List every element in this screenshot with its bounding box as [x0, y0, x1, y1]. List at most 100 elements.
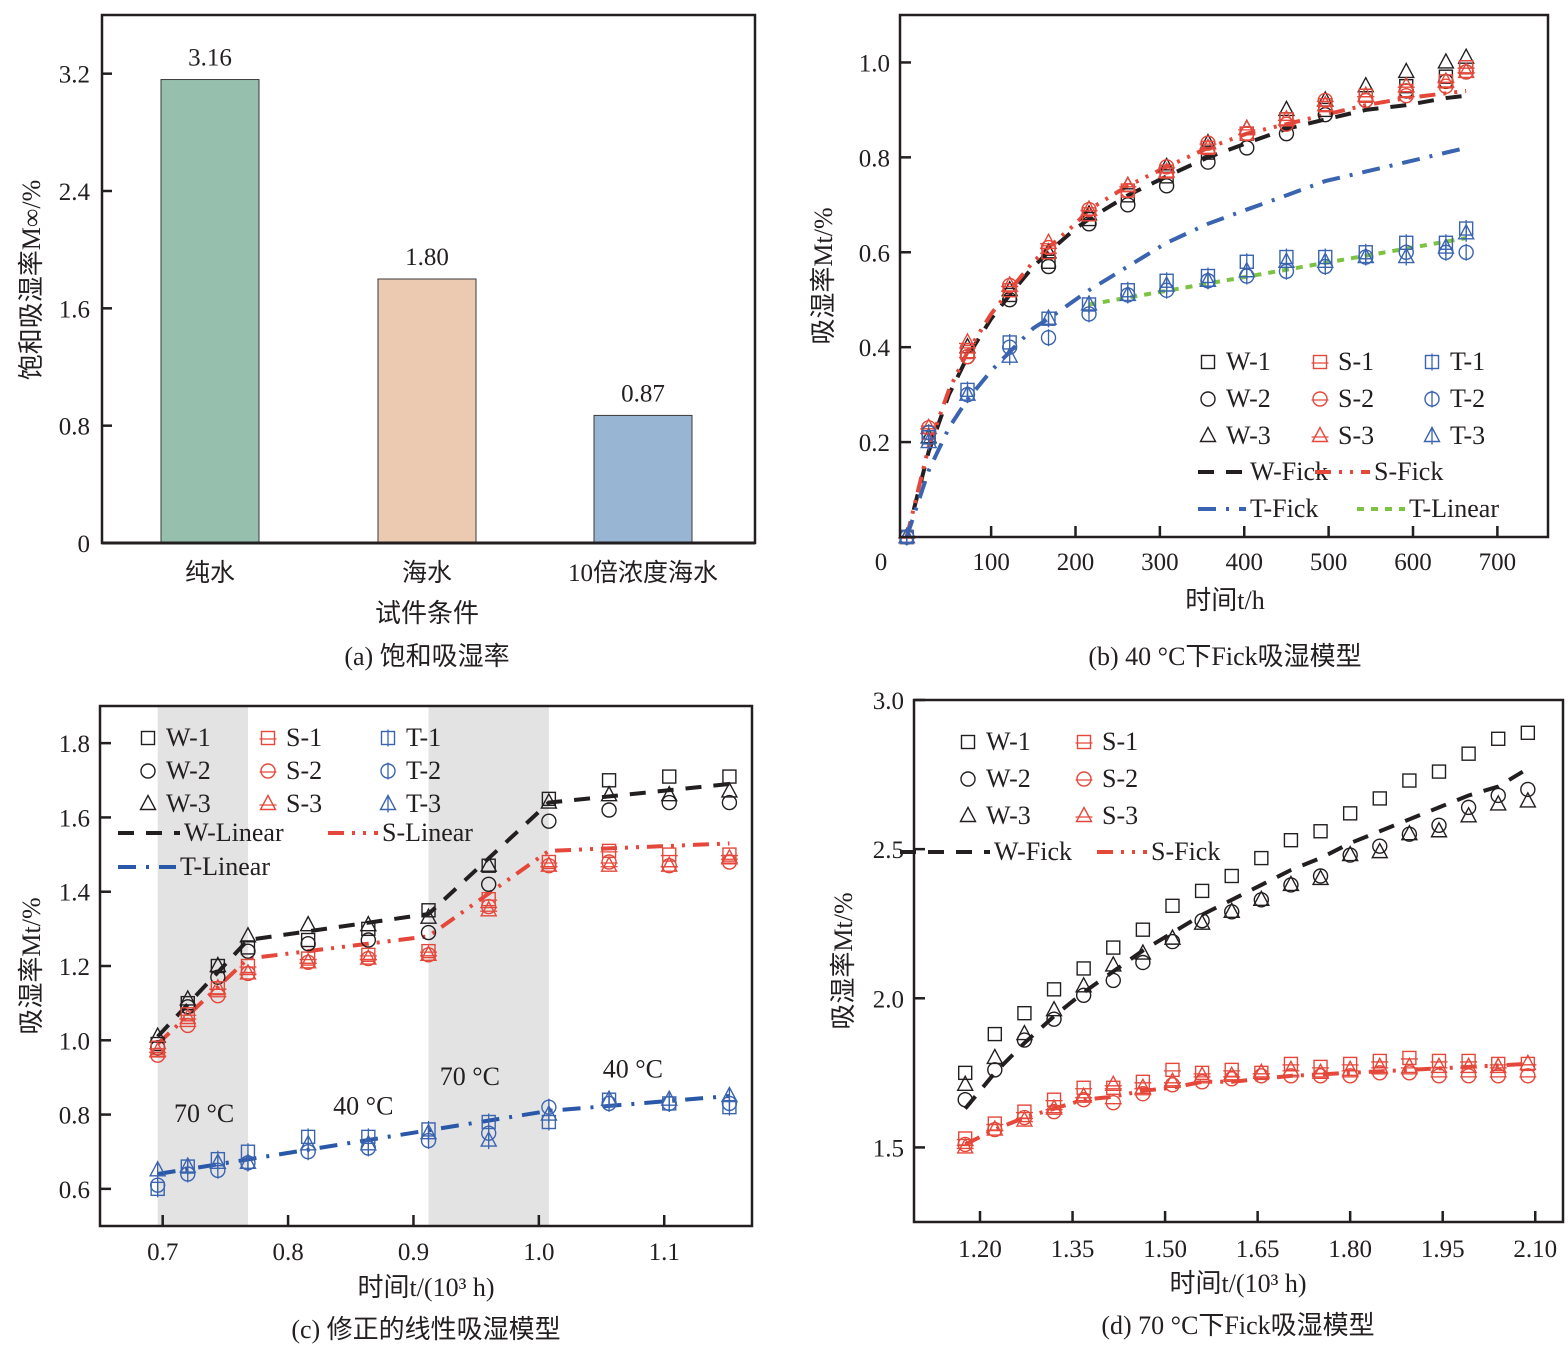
legend-label: T-Fick [1250, 494, 1318, 523]
y-tick-label: 0 [78, 531, 91, 558]
point-w-2 [1460, 799, 1477, 816]
circle-marker [1401, 826, 1418, 842]
x-origin-label: 0 [875, 549, 888, 576]
legend-item-w-3: W-3 [959, 801, 1031, 830]
x-tick-label: 700 [1479, 549, 1517, 576]
triangle-marker [1519, 791, 1537, 808]
point-s-2 [1075, 1092, 1093, 1108]
point-w-1 [662, 769, 677, 784]
point-t-3 [720, 1086, 739, 1105]
triangle-marker [1238, 118, 1256, 136]
point-s-2 [1223, 1071, 1241, 1087]
circle-marker [360, 932, 377, 948]
legend-label: W-2 [986, 764, 1031, 793]
point-w-3 [1397, 61, 1415, 79]
triangle-marker [1039, 242, 1058, 259]
point-w-3 [1400, 824, 1419, 841]
square-marker [1520, 1056, 1536, 1072]
point-w-2 [1046, 1011, 1062, 1027]
point-s-2 [1252, 1068, 1270, 1084]
legend-item-w-2: W-2 [140, 756, 211, 785]
triangle-marker [1489, 1056, 1507, 1074]
circle-marker [959, 348, 976, 365]
panel-a-bar-chart: 3.16 纯水 1.80 海水 0.87 10倍浓度海水 0 0.8 1.6 2.4 3.2 试件条件… [17, 13, 757, 671]
point-w-1 [481, 858, 496, 873]
point-w-3 [1015, 1024, 1034, 1041]
legend-item-t-fick: T-Fick [1198, 494, 1318, 523]
circle-marker [601, 854, 617, 870]
point-s-3 [239, 963, 257, 980]
triangle-marker [1001, 280, 1019, 297]
square-marker [1342, 806, 1358, 821]
square-marker [662, 847, 677, 862]
triangle-marker [1134, 943, 1152, 960]
circle-marker [240, 965, 256, 982]
square-marker [1076, 961, 1091, 976]
triangle-marker [1400, 824, 1419, 841]
point-s-3 [1080, 199, 1098, 216]
legend-label: S-Fick [1151, 837, 1220, 866]
circle-marker [480, 876, 497, 892]
legend-label: S-1 [1102, 727, 1138, 756]
circle-marker [1283, 877, 1299, 893]
point-t-3 [660, 1089, 678, 1109]
point-t-3 [299, 1134, 317, 1153]
point-s-3 [1282, 1059, 1300, 1077]
x-tick-label: 1.1 [649, 1239, 680, 1266]
point-w-1 [987, 1026, 1003, 1042]
square-marker [1402, 1050, 1417, 1066]
point-t-3 [1277, 251, 1296, 271]
legend-marker [1199, 426, 1217, 443]
triangle-marker [359, 948, 377, 965]
x-tick-label: 1.80 [1328, 1236, 1372, 1263]
square-marker [240, 958, 256, 974]
circle-marker [1372, 838, 1388, 854]
square-marker [481, 891, 496, 907]
point-w-1 [1431, 764, 1447, 779]
x-tick-label: 1.50 [1143, 1236, 1187, 1263]
temperature-annotation: 40 °C [333, 1092, 393, 1121]
point-w-2 [721, 794, 738, 811]
point-t-3 [1457, 223, 1475, 242]
triangle-marker [209, 956, 227, 973]
point-w-2 [1224, 904, 1240, 920]
point-w-1 [1165, 898, 1180, 914]
point-w-3 [179, 989, 197, 1006]
triangle-marker [1519, 1053, 1537, 1071]
circle-marker [260, 763, 276, 779]
point-t-3 [920, 432, 938, 451]
x-tick-label: 300 [1141, 549, 1179, 576]
point-t-2 [1458, 243, 1474, 261]
x-tick-label: 500 [1310, 549, 1348, 576]
point-s-2 [1430, 1068, 1448, 1084]
legend-label: T-1 [406, 723, 441, 752]
y-axis-title: 吸湿率Mt/% [17, 897, 46, 1034]
circle-marker [1460, 1068, 1477, 1084]
point-w-1 [1372, 791, 1387, 806]
triangle-marker [239, 926, 257, 943]
circle-marker [1458, 64, 1474, 80]
legend-item-w-3: W-3 [139, 789, 211, 818]
point-s-3 [1489, 1056, 1507, 1074]
circle-marker [1075, 987, 1092, 1004]
point-t-3 [1316, 251, 1334, 271]
y-tick-label: 3.2 [59, 62, 90, 89]
circle-marker [1224, 904, 1240, 920]
legend-item-s-3: S-3 [1311, 421, 1374, 450]
point-w-3 [1519, 791, 1537, 808]
triangle-marker [480, 855, 498, 872]
triangle-marker [660, 785, 678, 802]
point-w-3 [1193, 913, 1211, 930]
fit-line-s-linear [156, 841, 730, 1046]
square-marker [1135, 922, 1151, 937]
circle-marker [1317, 92, 1333, 109]
point-w-2 [1431, 817, 1447, 833]
point-t-3 [1157, 275, 1176, 294]
point-w-3 [1371, 842, 1389, 859]
square-marker [210, 981, 226, 996]
circle-marker [180, 999, 196, 1015]
triangle-marker [1080, 199, 1098, 216]
triangle-marker [1430, 821, 1448, 838]
point-s-1 [1163, 1062, 1181, 1078]
point-w-2 [360, 932, 377, 948]
